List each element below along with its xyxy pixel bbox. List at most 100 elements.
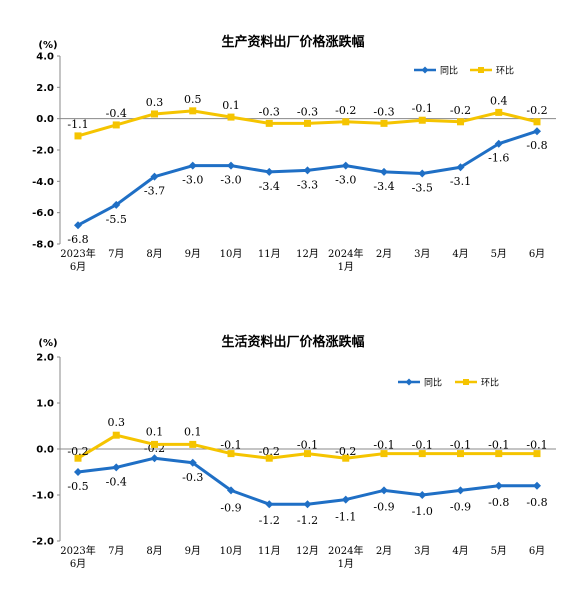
x-tick-label: 11月 bbox=[258, 545, 281, 557]
point-同比 bbox=[227, 161, 235, 170]
x-tick-label: 2024年 bbox=[328, 544, 363, 557]
point-同比 bbox=[150, 172, 159, 181]
y-tick-label: 0.0 bbox=[36, 445, 54, 456]
point-同比 bbox=[227, 486, 235, 495]
data-label-同比: -0.9 bbox=[220, 501, 241, 514]
data-label-同比: -3.4 bbox=[259, 180, 280, 193]
point-环比 bbox=[495, 450, 503, 458]
data-label-环比: 0.1 bbox=[146, 425, 164, 438]
y-tick-label: -2.0 bbox=[32, 146, 54, 157]
data-label-环比: -0.3 bbox=[373, 105, 394, 118]
data-label-同比: -5.5 bbox=[106, 213, 127, 226]
x-tick-label: 2023年 bbox=[60, 247, 95, 260]
x-tick-label: 6月 bbox=[70, 558, 86, 570]
point-环比 bbox=[533, 118, 541, 126]
data-label-环比: 0.4 bbox=[490, 94, 508, 107]
x-tick-label: 6月 bbox=[70, 261, 86, 273]
point-环比 bbox=[151, 110, 158, 118]
x-tick-label: 8月 bbox=[146, 545, 162, 557]
point-环比 bbox=[457, 450, 464, 458]
series-line-同比 bbox=[77, 456, 537, 506]
point-环比 bbox=[112, 431, 120, 439]
point-同比 bbox=[303, 166, 312, 175]
data-label-同比: -1.0 bbox=[412, 505, 433, 518]
point-环比 bbox=[380, 450, 388, 458]
data-label-同比: -0.5 bbox=[67, 480, 88, 493]
data-label-环比: -0.1 bbox=[220, 439, 241, 452]
x-tick-label: 12月 bbox=[296, 248, 319, 260]
y-tick-label: 4.0 bbox=[36, 52, 54, 63]
data-label-同比: -3.0 bbox=[335, 174, 356, 187]
point-同比 bbox=[380, 167, 388, 176]
data-label-同比: -0.8 bbox=[526, 139, 547, 152]
point-同比 bbox=[74, 221, 82, 230]
x-tick-label: 1月 bbox=[338, 261, 354, 273]
x-tick-label: 5月 bbox=[491, 248, 507, 260]
point-环比 bbox=[265, 119, 273, 127]
point-同比 bbox=[380, 486, 388, 495]
point-同比 bbox=[418, 169, 427, 178]
point-同比 bbox=[112, 463, 121, 472]
data-label-环比: -0.1 bbox=[373, 439, 394, 452]
data-label-环比: -1.1 bbox=[67, 118, 88, 131]
x-tick-label: 10月 bbox=[220, 545, 243, 557]
data-label-同比: -0.8 bbox=[526, 496, 547, 509]
legend-marker-环比 bbox=[463, 379, 469, 385]
x-tick-label: 7月 bbox=[108, 545, 124, 557]
x-tick-label: 2月 bbox=[376, 248, 392, 260]
y-tick-label: 2.0 bbox=[36, 83, 54, 94]
production-materials-chart: 生产资料出厂价格涨跌幅 (%) 4.0 2.0 0.0 -2.0 -4.0 -6.0 -8.0 2… bbox=[32, 34, 556, 273]
data-label-环比: 0.3 bbox=[108, 416, 126, 429]
data-label-环比: -0.1 bbox=[412, 102, 433, 115]
point-环比 bbox=[457, 118, 464, 126]
point-同比 bbox=[265, 500, 274, 509]
data-label-环比: -0.2 bbox=[259, 445, 280, 458]
data-label-环比: 0.1 bbox=[222, 99, 240, 112]
chart-title: 生产资料出厂价格涨跌幅 bbox=[221, 34, 364, 50]
point-同比 bbox=[112, 200, 121, 209]
x-tick-label: 2月 bbox=[376, 545, 392, 557]
point-同比 bbox=[456, 163, 465, 172]
data-label-同比: -3.7 bbox=[144, 185, 165, 198]
y-tick-label: 2.0 bbox=[36, 353, 54, 364]
data-label-环比: 0.1 bbox=[184, 425, 202, 438]
point-环比 bbox=[227, 450, 235, 458]
data-label-环比: 0.3 bbox=[146, 96, 164, 109]
data-label-同比: -1.2 bbox=[297, 514, 318, 527]
point-环比 bbox=[304, 450, 311, 458]
x-tick-label: 5月 bbox=[491, 545, 507, 557]
data-label-同比: -0.4 bbox=[106, 475, 127, 488]
y-tick-label: -2.0 bbox=[32, 537, 54, 548]
y-axis-unit: (%) bbox=[38, 338, 57, 349]
living-materials-chart-svg: 生活资料出厂价格涨跌幅(%)2.01.00.0-1.0-2.02023年6月7月… bbox=[32, 334, 556, 570]
point-同比 bbox=[533, 127, 541, 136]
data-label-环比: -0.2 bbox=[335, 445, 356, 458]
data-label-同比: -3.5 bbox=[412, 182, 433, 195]
x-tick-label: 8月 bbox=[146, 248, 162, 260]
point-环比 bbox=[418, 450, 426, 458]
data-label-同比: -6.8 bbox=[67, 233, 88, 246]
data-label-环比: -0.1 bbox=[526, 439, 547, 452]
legend-label-环比: 环比 bbox=[481, 377, 499, 389]
x-tick-label: 6月 bbox=[529, 248, 545, 260]
data-label-环比: -0.1 bbox=[488, 439, 509, 452]
data-label-环比: -0.2 bbox=[335, 104, 356, 117]
data-label-同比: -1.2 bbox=[259, 514, 280, 527]
point-同比 bbox=[188, 458, 197, 467]
chart-title: 生活资料出厂价格涨跌幅 bbox=[221, 334, 364, 350]
x-tick-label: 9月 bbox=[185, 545, 201, 557]
legend-label-同比: 同比 bbox=[440, 65, 458, 77]
data-label-环比: -0.2 bbox=[450, 104, 471, 117]
point-同比 bbox=[494, 139, 503, 148]
x-tick-label: 2023年 bbox=[60, 544, 95, 557]
point-同比 bbox=[456, 486, 465, 495]
point-同比 bbox=[74, 468, 82, 476]
y-axis-unit: (%) bbox=[38, 40, 57, 51]
x-tick-label: 3月 bbox=[414, 248, 430, 260]
data-label-环比: -0.3 bbox=[259, 105, 280, 118]
x-tick-label: 3月 bbox=[414, 545, 430, 557]
data-label-同比: -3.0 bbox=[220, 174, 241, 187]
point-同比 bbox=[341, 161, 350, 170]
data-label-同比: -3.3 bbox=[297, 178, 318, 191]
point-同比 bbox=[533, 481, 541, 490]
